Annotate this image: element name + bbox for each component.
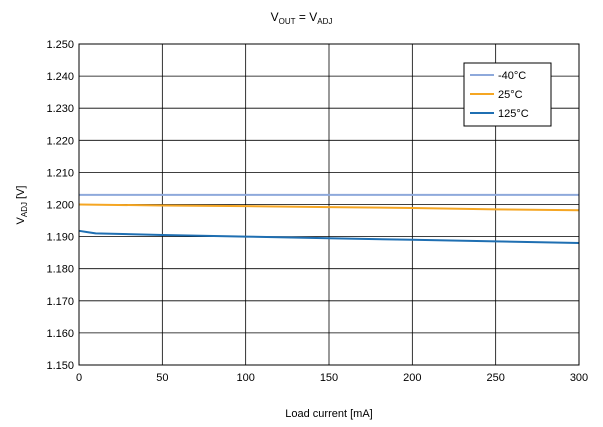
x-tick-label: 200 (403, 372, 421, 384)
legend: -40°C 25°C 125°C (463, 62, 552, 127)
legend-label: 125°C (498, 108, 529, 120)
y-axis-ticks: 1.150 1.160 1.170 1.180 1.190 1.200 1.210 1.220… (46, 39, 74, 372)
x-tick-label: 150 (320, 372, 338, 384)
y-tick-label: 1.230 (46, 103, 74, 115)
series-lines (78, 193, 580, 245)
x-tick-label: 100 (236, 372, 254, 384)
y-tick-label: 1.200 (46, 200, 74, 212)
x-axis-label: Load current [mA] (285, 408, 372, 420)
y-tick-label: 1.150 (46, 360, 74, 372)
y-tick-label: 1.180 (46, 264, 74, 276)
y-tick-label: 1.250 (46, 39, 74, 51)
y-tick-label: 1.240 (46, 71, 74, 83)
legend-label: 25°C (498, 89, 523, 101)
y-tick-label: 1.170 (46, 296, 74, 308)
x-tick-label: 250 (486, 372, 504, 384)
series-line (78, 229, 580, 245)
y-tick-label: 1.220 (46, 135, 74, 147)
legend-label: -40°C (498, 70, 526, 82)
series-line (78, 203, 580, 212)
chart-title: VOUT = VADJ (271, 10, 333, 26)
plot-area-border (78, 43, 580, 366)
x-tick-label: 50 (156, 372, 168, 384)
x-tick-label: 0 (76, 372, 82, 384)
y-axis-label: VADJ [V] (15, 186, 29, 225)
x-tick-label: 300 (570, 372, 588, 384)
y-tick-label: 1.160 (46, 328, 74, 340)
y-tick-label: 1.210 (46, 167, 74, 179)
y-tick-label: 1.190 (46, 232, 74, 244)
x-axis-ticks: 0 50 100 150 200 250 300 (76, 372, 588, 384)
